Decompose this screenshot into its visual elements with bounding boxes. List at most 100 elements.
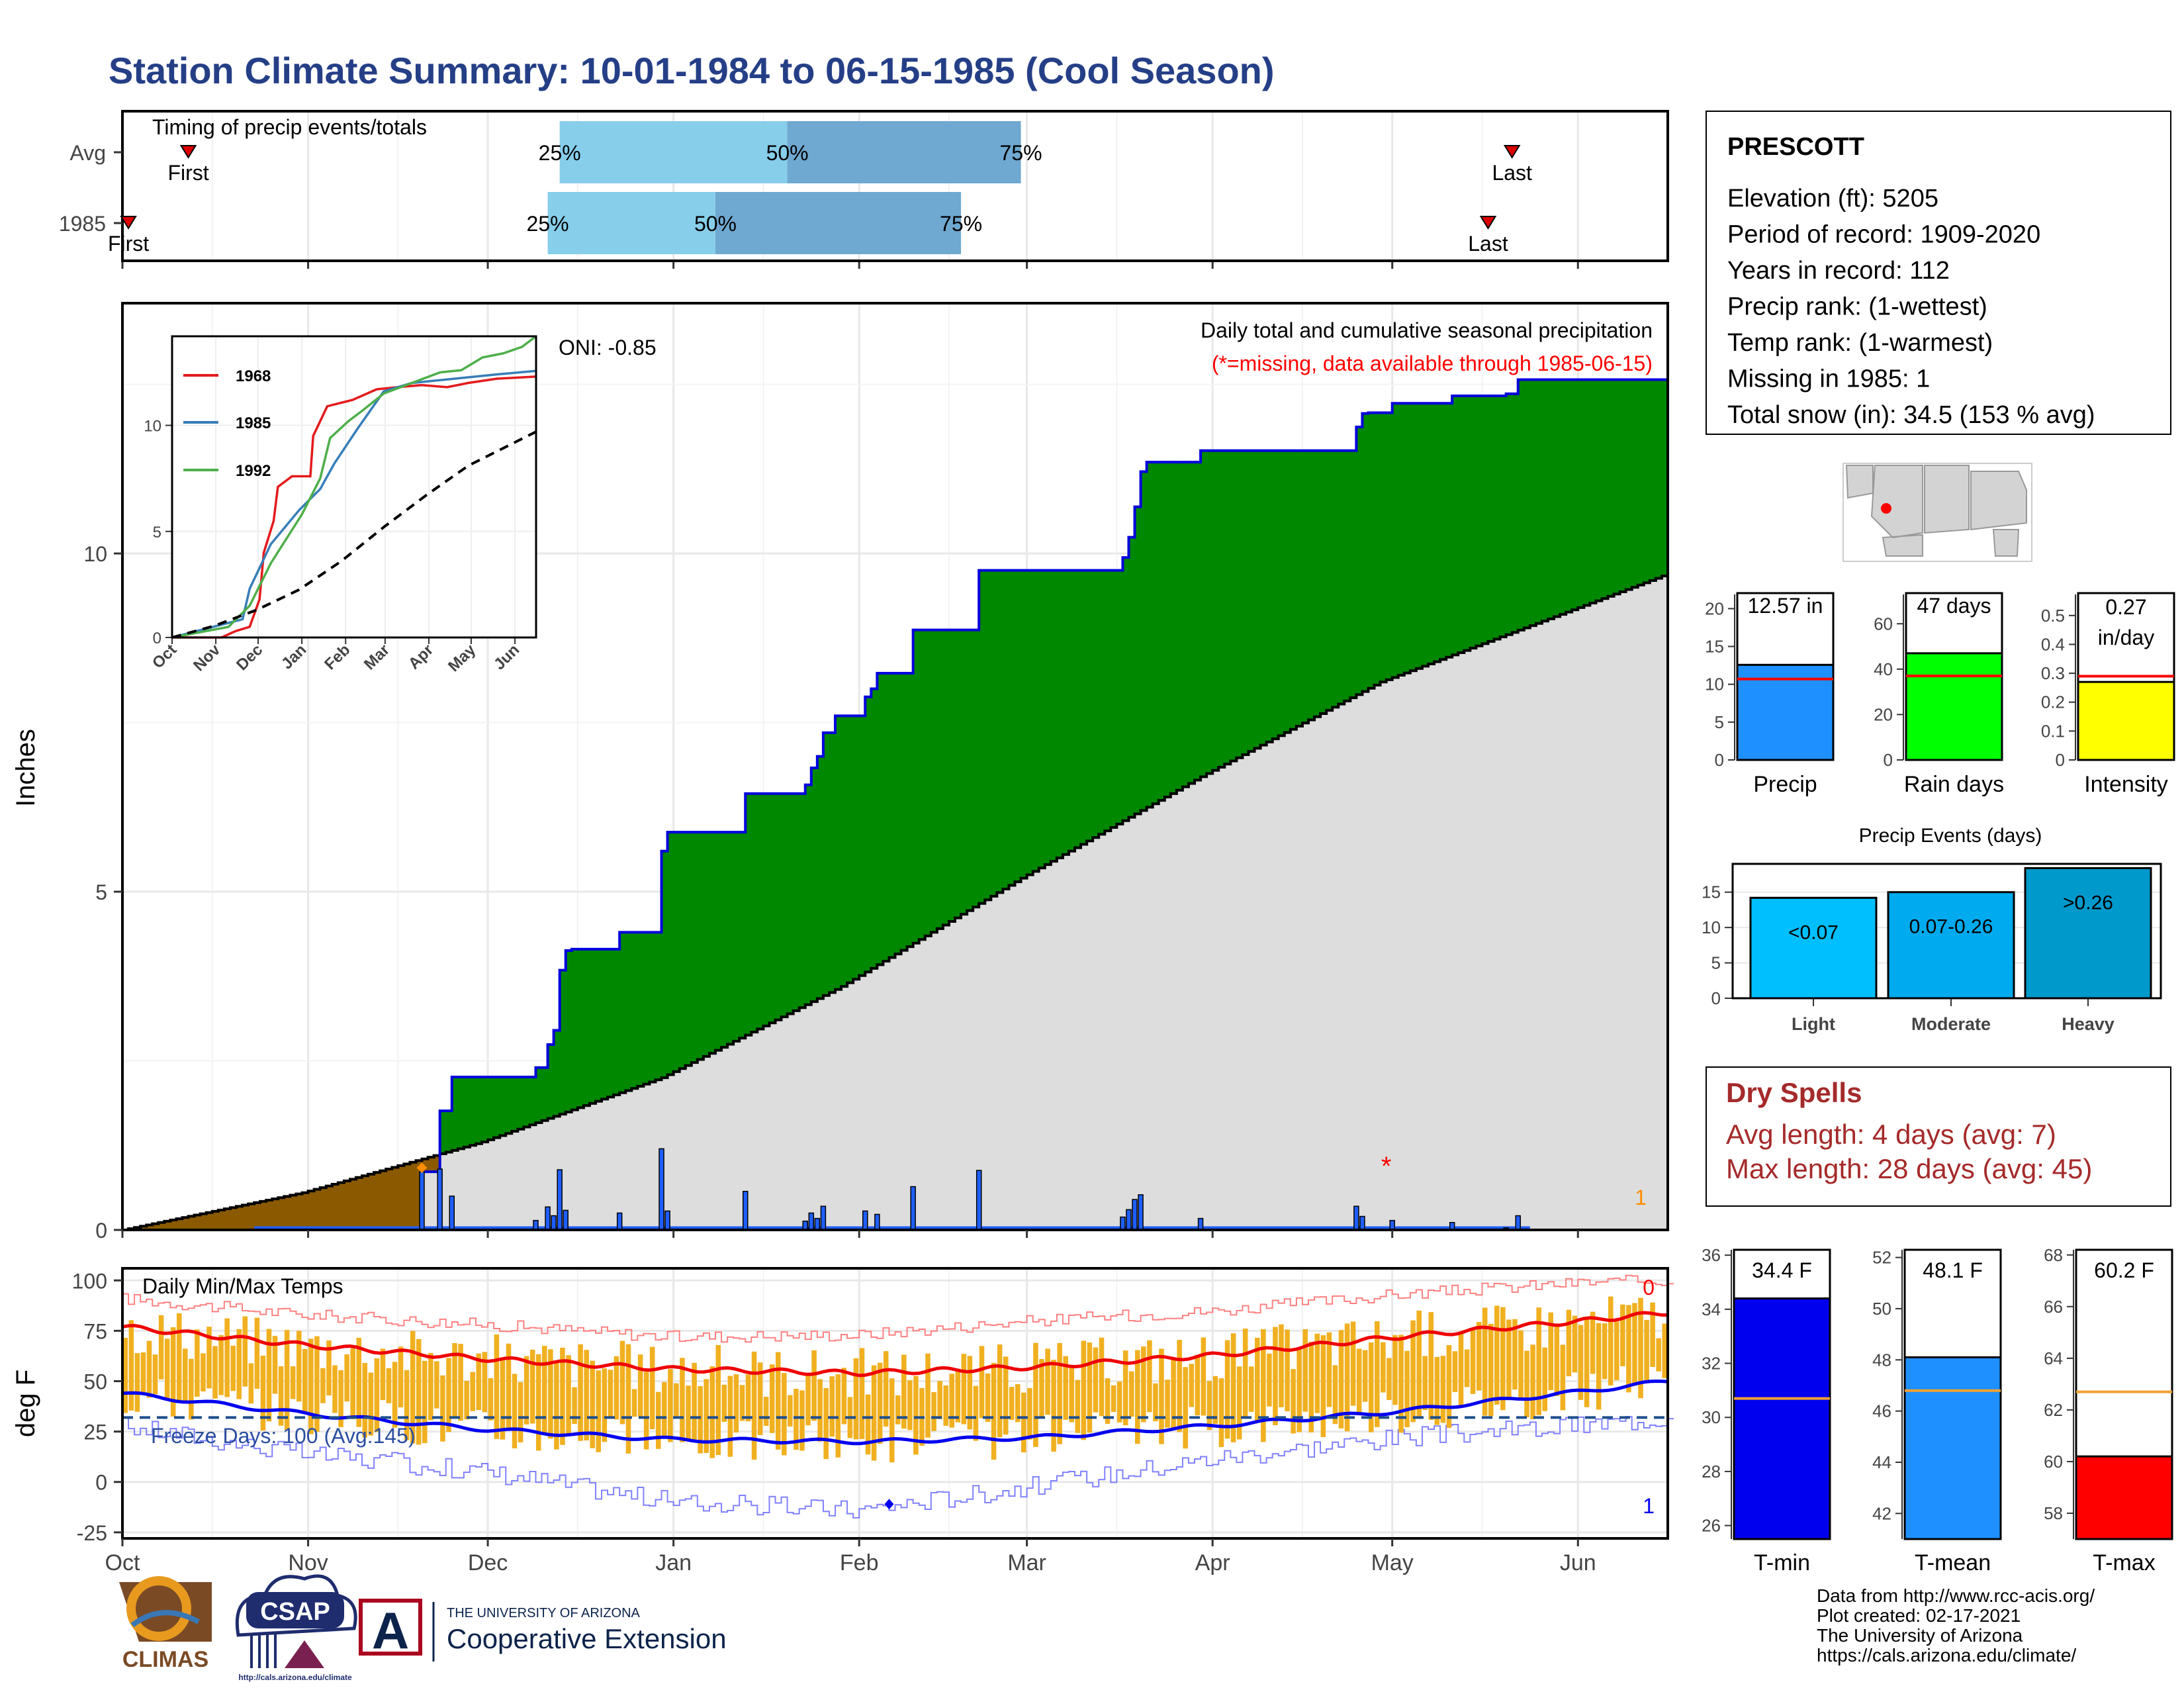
- daily-temp-bar: [1464, 1349, 1470, 1387]
- daily-temp-bar: [1218, 1378, 1224, 1448]
- temp-bar-value: [1903, 1356, 2002, 1540]
- daily-temp-bar: [775, 1352, 781, 1450]
- main-subtitle: Daily total and cumulative seasonal prec…: [1201, 318, 1653, 342]
- timing-last-label: Last: [1468, 232, 1508, 256]
- daily-temp-bar: [817, 1379, 823, 1442]
- daily-temp-bar: [1350, 1321, 1356, 1406]
- daily-temp-bar: [1524, 1350, 1529, 1418]
- daily-temp-bar: [140, 1352, 146, 1394]
- rank-ytick-label: 0: [2056, 750, 2065, 770]
- daily-temp-bar: [302, 1348, 308, 1415]
- daily-temp-bar: [500, 1358, 506, 1440]
- avg-tmin-line: [122, 1379, 1668, 1446]
- timing-p25-label: 25%: [539, 141, 581, 165]
- daily-temp-bar: [901, 1354, 907, 1429]
- us-states-shape: [1845, 465, 2027, 557]
- ua-logo-letter: A: [372, 1601, 409, 1660]
- daily-temp-bar: [1434, 1356, 1440, 1425]
- daily-temp-bar: [1308, 1341, 1314, 1432]
- daily-temp-bar: [1153, 1383, 1158, 1422]
- station-frame: [1706, 111, 2171, 435]
- daily-temp-bar: [458, 1344, 463, 1421]
- record-high-count: 0: [1643, 1276, 1655, 1299]
- daily-precip-bar: [976, 1170, 982, 1231]
- max-precip-marker: [416, 1162, 428, 1174]
- events-bar: [1749, 896, 1878, 1000]
- daily-precip-bar: [557, 1169, 563, 1231]
- daily-temp-bar: [955, 1368, 961, 1423]
- daily-temp-bar: [578, 1344, 583, 1441]
- daily-temp-bar: [1147, 1340, 1152, 1413]
- timing-first-label: First: [167, 161, 208, 185]
- daily-temp-bar: [224, 1318, 230, 1397]
- csap-logo-text: CSAP: [260, 1598, 330, 1626]
- daily-temp-bar: [1224, 1340, 1230, 1439]
- daily-temp-bar: [1482, 1307, 1488, 1416]
- csap-mountain: [285, 1640, 324, 1668]
- daily-temp-bar: [320, 1368, 326, 1403]
- timing-p50-label: 50%: [694, 212, 737, 236]
- average-cumulative-line: [122, 573, 1669, 1231]
- daily-temp-bar: [1279, 1324, 1284, 1407]
- temp-bar-value-label: 34.4 F: [1752, 1258, 1812, 1282]
- daily-precip-bar: [1120, 1216, 1126, 1231]
- daily-temp-bar: [1081, 1340, 1087, 1440]
- temp-bar-ytick-label: 50: [1872, 1299, 1891, 1319]
- daily-temp-bar: [841, 1368, 847, 1425]
- daily-temp-bar: [619, 1340, 625, 1425]
- inset-ytick-label: 10: [144, 418, 161, 436]
- daily-temp-bar: [674, 1383, 679, 1418]
- daily-temp-bar: [236, 1329, 242, 1399]
- rank-ytick-label: 0.3: [2041, 663, 2065, 683]
- rank-bar-value-label: 12.57 in: [1748, 594, 1823, 618]
- daily-temp-bar: [1410, 1320, 1416, 1423]
- oni-label: ONI: -0.85: [559, 336, 657, 359]
- temp-bar-value-label: 48.1 F: [1923, 1258, 1983, 1282]
- page-title: Station Climate Summary: 10-01-1984 to 0…: [109, 50, 1275, 91]
- daily-temp-bar: [416, 1338, 422, 1445]
- daily-temp-bar: [572, 1387, 577, 1425]
- daily-temp-bar: [1003, 1356, 1009, 1435]
- daily-temp-bar: [464, 1381, 469, 1420]
- temp-xtick-label: May: [1371, 1550, 1414, 1575]
- daily-temp-bar: [1404, 1350, 1410, 1427]
- daily-temp-bar: [176, 1313, 182, 1401]
- daily-temp-bar: [1620, 1304, 1625, 1367]
- rank-ytick-label: 0.5: [2041, 606, 2065, 626]
- daily-temp-bar: [602, 1368, 608, 1442]
- daily-temp-bar: [1015, 1384, 1021, 1423]
- daily-temp-bar: [380, 1348, 386, 1401]
- daily-temp-bar: [979, 1346, 985, 1419]
- daily-temp-bar: [1236, 1366, 1242, 1440]
- inset-xtick-label: May: [445, 641, 480, 676]
- daily-temp-bar: [183, 1348, 188, 1403]
- daily-temp-bar: [1183, 1367, 1188, 1449]
- daily-temp-bar: [1368, 1342, 1374, 1432]
- daily-temp-bar: [314, 1336, 320, 1432]
- daily-temp-bar: [428, 1352, 433, 1421]
- daily-temp-bar: [1230, 1333, 1236, 1442]
- timing-p75-label: 75%: [1000, 141, 1042, 165]
- inset-legend-label: 1992: [236, 462, 271, 480]
- daily-temp-bar: [1392, 1335, 1398, 1405]
- daily-temp-bar: [1470, 1328, 1476, 1394]
- daily-temp-bar: [1542, 1347, 1547, 1411]
- rank-ytick-label: 15: [1705, 637, 1724, 657]
- inset-xtick-label: Mar: [361, 641, 393, 673]
- daily-temp-bar: [895, 1395, 901, 1425]
- daily-temp-bar: [218, 1335, 224, 1395]
- daily-precip-bar: [1359, 1215, 1365, 1231]
- daily-temp-bar: [662, 1382, 667, 1436]
- timing-last-marker: [1479, 216, 1497, 230]
- timing-box-50-75: [787, 121, 1021, 183]
- daily-temp-bar: [1644, 1319, 1649, 1380]
- daily-temp-bar: [937, 1381, 942, 1419]
- inset-legend-label: 1985: [236, 414, 271, 432]
- rank-bar-name: Precip: [1753, 772, 1817, 797]
- temp-bar-ytick-label: 42: [1872, 1503, 1891, 1523]
- daily-temp-bar: [1602, 1323, 1608, 1380]
- daily-temp-bar: [811, 1350, 817, 1421]
- temp-bar-value-label: 60.2 F: [2094, 1258, 2154, 1282]
- csap-logo: CSAP http://cals.arizona.edu/climate: [235, 1574, 357, 1682]
- daily-temp-bar: [523, 1356, 529, 1425]
